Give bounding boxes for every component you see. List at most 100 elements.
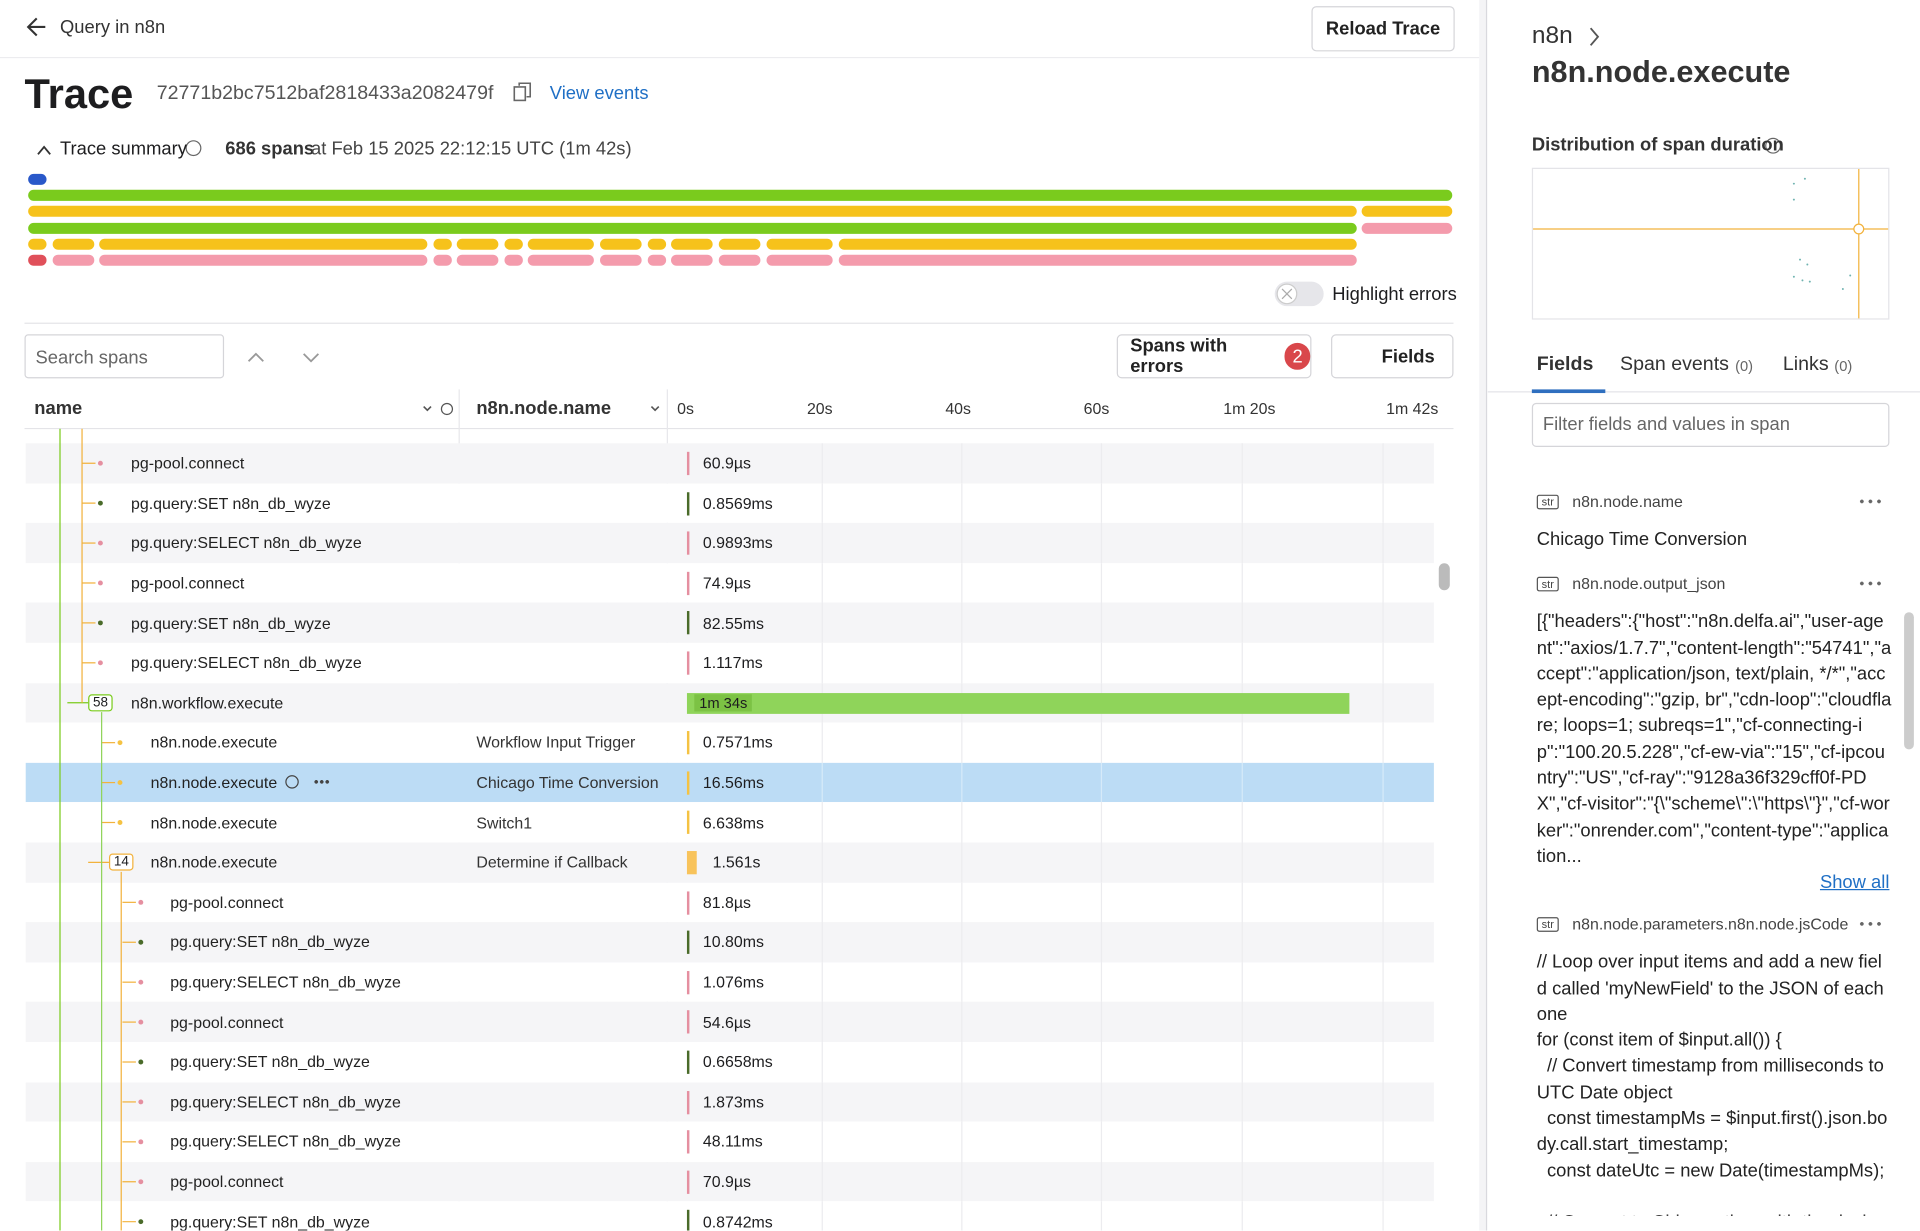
reload-button[interactable]: Reload Trace (1311, 6, 1455, 52)
duration: 6.638ms (702, 813, 764, 832)
span-row[interactable]: pg.query:SET n8n_db_wyze 0.8569ms (25, 483, 1434, 524)
summary-bar (766, 238, 833, 250)
time-grid (1241, 1081, 1243, 1122)
duration: 1.561s (712, 853, 761, 872)
field-key: n8n.node.name (1572, 492, 1683, 511)
span-row[interactable]: n8n.node.execute Chicago Time Conversion 1… (25, 762, 1434, 803)
time-grid (961, 762, 963, 803)
span-row[interactable]: n8n.node.execute Switch1 6.638ms (25, 802, 1434, 843)
time-grid (821, 882, 823, 923)
time-grid (1100, 802, 1103, 843)
span-row[interactable]: pg.query:SET n8n_db_wyze 10.80ms (25, 922, 1434, 963)
tree-dot (117, 740, 123, 746)
summary-bar (28, 238, 47, 250)
summary-bar (718, 238, 761, 250)
span-row[interactable]: pg-pool.connect 70.9µs (25, 1161, 1434, 1202)
span-row[interactable]: pg-pool.connect 74.9µs (25, 563, 1434, 603)
time-grid (1382, 642, 1384, 683)
duration: 1m 34s (694, 694, 753, 712)
time-grid (821, 1201, 823, 1231)
field-menu[interactable] (1857, 582, 1883, 586)
time-tick: 40s (945, 399, 971, 418)
time-grid (961, 602, 963, 643)
time-grid (1100, 1161, 1103, 1202)
span-name: pg-pool.connect (170, 1172, 284, 1191)
span-row[interactable]: n8n.node.execute Workflow Input Trigger 0.… (25, 722, 1434, 763)
span-name: n8n.node.execute (150, 813, 278, 832)
span-row[interactable]: 58 n8n.workflow.execute 1m 34s (25, 682, 1434, 723)
show-all[interactable]: Show all (1819, 872, 1890, 893)
tab[interactable]: Fields (1536, 353, 1594, 375)
summary-bar (766, 254, 833, 266)
tab[interactable]: Links (1782, 353, 1829, 375)
view-events[interactable]: View events (549, 83, 649, 105)
tab-count: (0) (1735, 357, 1754, 375)
span-name: pg.query:SELECT n8n_db_wyze (131, 653, 362, 673)
tab-count: (0) (1834, 357, 1853, 375)
summary-toggle[interactable]: Trace summary (60, 138, 187, 160)
time-grid (1100, 602, 1103, 643)
time-grid (1100, 722, 1103, 763)
span-row[interactable]: pg.query:SELECT n8n_db_wyze 0.9893ms (25, 523, 1434, 564)
search-input[interactable]: Search spans (24, 334, 225, 379)
duration: 82.55ms (702, 613, 764, 633)
fields-button[interactable]: Fields (1331, 334, 1454, 379)
span-row[interactable]: pg.query:SELECT n8n_db_wyze 1.117ms (25, 642, 1434, 683)
more-icon[interactable] (313, 779, 330, 784)
breadcrumb[interactable]: n8n (1531, 22, 1573, 49)
time-grid (1241, 882, 1243, 923)
field-value: Chicago Time Conversion (1536, 528, 1748, 550)
duration: 74.9µs (702, 573, 751, 593)
duration-bar (686, 930, 690, 955)
tab[interactable]: Span events (1620, 353, 1729, 375)
time-grid (821, 1121, 823, 1162)
span-row[interactable]: pg.query:SELECT n8n_db_wyze 1.873ms (25, 1081, 1434, 1122)
duration: 1.117ms (702, 653, 763, 673)
summary-bar (456, 238, 499, 250)
span-row[interactable]: pg.query:SET n8n_db_wyze 82.55ms (25, 602, 1434, 643)
span-row[interactable]: pg-pool.connect 60.9µs (25, 443, 1434, 484)
column-name[interactable]: name (34, 397, 83, 419)
highlight-errors[interactable]: Highlight errors (1332, 284, 1457, 305)
time-grid (1100, 1201, 1103, 1231)
time-grid (1241, 1042, 1243, 1082)
span-row[interactable]: pg-pool.connect 81.8µs (25, 882, 1434, 923)
field-menu[interactable] (1857, 499, 1883, 504)
child-count: 14 (108, 853, 134, 871)
time-grid (821, 443, 823, 484)
summary-bar (456, 254, 499, 266)
duration: 70.9µs (702, 1172, 751, 1191)
child-count: 58 (88, 694, 113, 712)
time-grid (961, 802, 963, 843)
span-row[interactable]: pg.query:SET n8n_db_wyze 0.8742ms (25, 1201, 1434, 1231)
time-grid (821, 642, 823, 683)
field-menu[interactable] (1857, 922, 1883, 927)
span-row[interactable]: pg.query:SELECT n8n_db_wyze 1.076ms (25, 962, 1434, 1003)
time-grid (1241, 1201, 1243, 1231)
tree-dot (117, 820, 123, 825)
span-name: pg.query:SELECT n8n_db_wyze (170, 1132, 401, 1152)
field-type: str (1536, 577, 1559, 592)
errors-label: Spans with errors (1130, 335, 1228, 378)
column-node[interactable]: n8n.node.name (476, 397, 612, 419)
span-table: pg-pool.connect 60.9µs pg.query:SET n8n_db… (0, 428, 1469, 1231)
time-grid (961, 922, 963, 963)
time-tick: 0s (677, 399, 694, 418)
span-count: 686 spans (225, 138, 315, 160)
time-grid (961, 523, 963, 564)
errors-button[interactable]: Spans with errors 2 (1116, 334, 1312, 379)
filter-placeholder[interactable]: Filter fields and values in span (1542, 413, 1790, 435)
tree-dot (97, 620, 103, 626)
back-link[interactable]: Query in n8n (60, 17, 166, 38)
tree-dot (138, 1059, 144, 1065)
span-row[interactable]: pg.query:SELECT n8n_db_wyze 48.11ms (25, 1121, 1434, 1162)
time-tick: 1m 42s (1386, 399, 1439, 418)
span-row[interactable]: 14 n8n.node.execute Determine if Callback 1… (25, 842, 1434, 883)
time-grid (1382, 1161, 1384, 1202)
summary-bar (600, 238, 642, 250)
time-grid (961, 443, 963, 484)
zoom-icon[interactable] (285, 774, 299, 789)
tree-dot (138, 1099, 144, 1105)
span-row[interactable]: pg-pool.connect 54.6µs (25, 1002, 1434, 1043)
span-row[interactable]: pg.query:SET n8n_db_wyze 0.6658ms (25, 1042, 1434, 1082)
